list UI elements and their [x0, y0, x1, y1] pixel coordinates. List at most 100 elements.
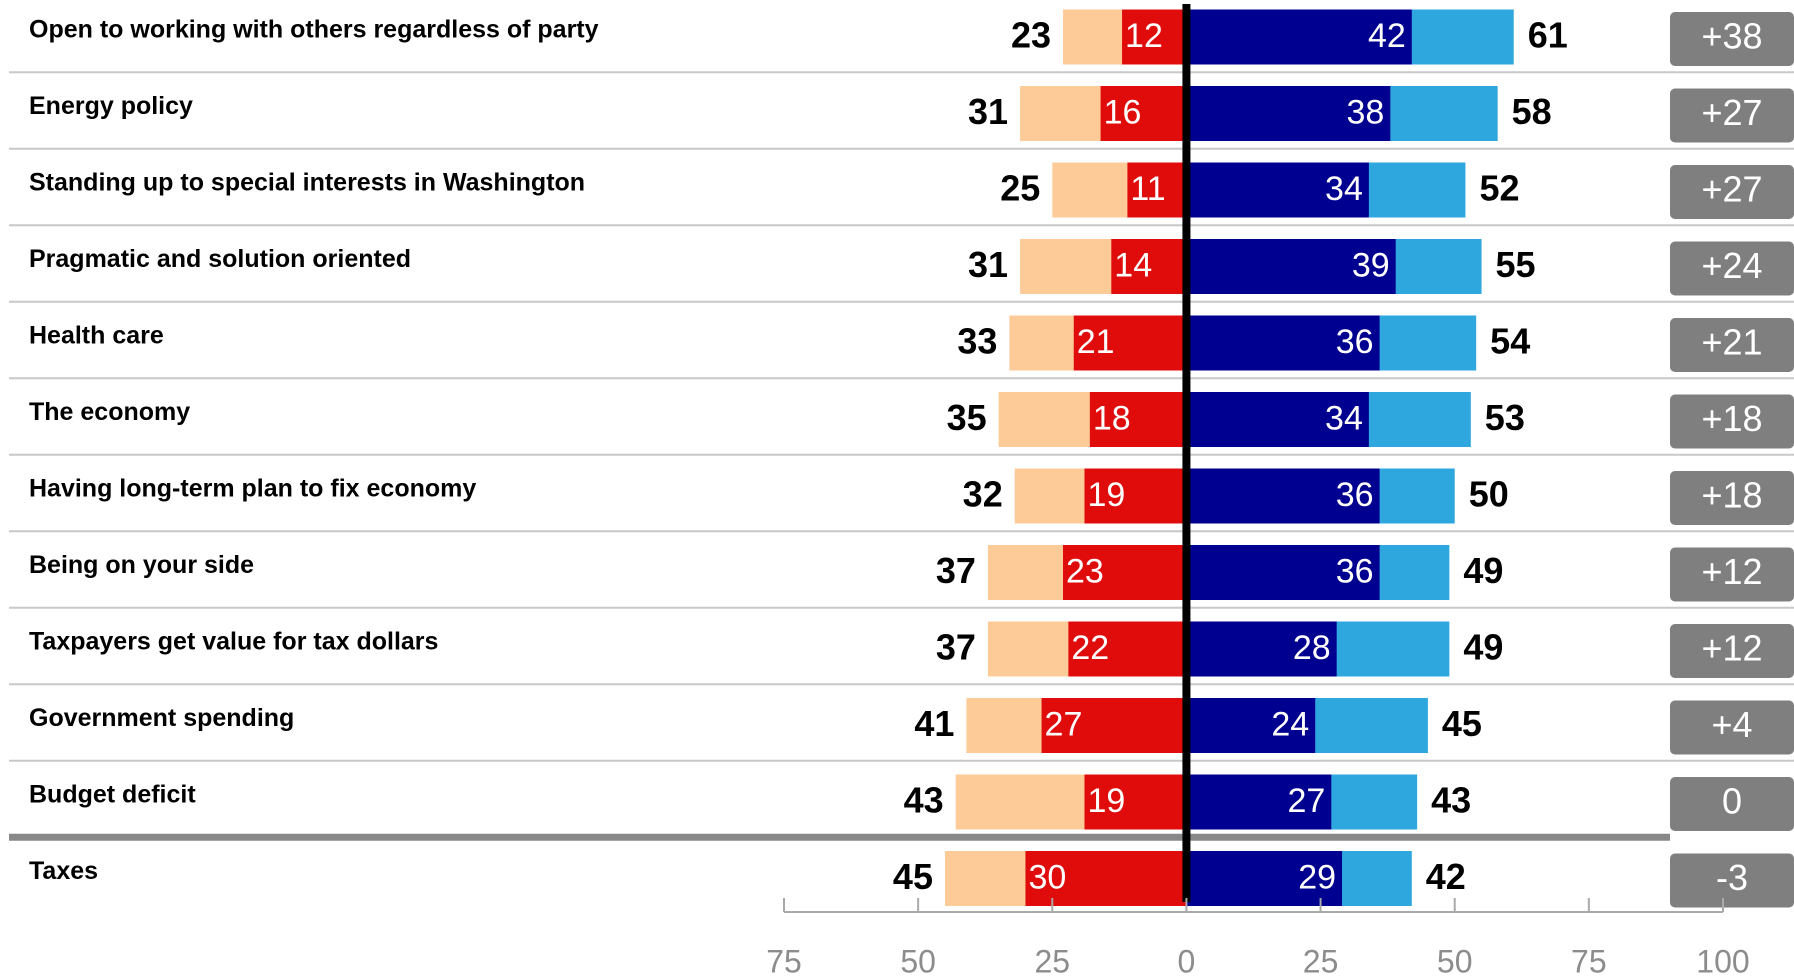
segment-label: 38	[1346, 93, 1384, 131]
segment-label: 36	[1336, 323, 1374, 361]
segment-label: 11	[1130, 170, 1165, 208]
net-box	[1670, 165, 1794, 219]
x-tick-label: 50	[900, 943, 936, 979]
bar	[1186, 9, 1412, 65]
total-label: 45	[893, 856, 933, 897]
segment-label: 18	[1093, 399, 1131, 437]
total-label: 45	[1442, 703, 1482, 744]
bar	[1186, 621, 1337, 677]
segment-label: 19	[1087, 782, 1125, 820]
total-label: 37	[936, 550, 976, 591]
total-label: 61	[1528, 15, 1568, 56]
category-label: Health care	[29, 322, 164, 350]
net-label: -3	[1716, 857, 1748, 898]
segment-label: 14	[1114, 246, 1152, 284]
bar	[1025, 851, 1187, 906]
segment-label: 42	[1368, 17, 1406, 55]
net-box	[1670, 853, 1794, 908]
net-box	[1670, 318, 1794, 372]
net-label: +4	[1711, 704, 1752, 745]
x-tick-label: 75	[1571, 943, 1607, 979]
bar	[1100, 86, 1187, 141]
net-label: +27	[1701, 92, 1762, 133]
x-tick-label: 0	[1178, 943, 1196, 979]
bar	[1186, 86, 1391, 141]
segment-label: 36	[1336, 476, 1374, 514]
bar	[1186, 392, 1369, 447]
total-label: 35	[947, 397, 987, 438]
net-label: +18	[1701, 475, 1762, 516]
total-label: 58	[1512, 91, 1552, 132]
net-box	[1670, 547, 1794, 602]
net-label: +27	[1701, 169, 1762, 210]
category-label: Open to working with others regardless o…	[29, 16, 599, 44]
bar	[1084, 468, 1187, 524]
category-label: Having long-term plan to fix economy	[29, 475, 476, 503]
total-label: 37	[936, 627, 976, 668]
category-label: Pragmatic and solution oriented	[29, 245, 411, 273]
x-tick-label: 25	[1034, 943, 1070, 979]
segment-label: 39	[1352, 246, 1390, 284]
total-label: 55	[1496, 244, 1536, 285]
total-label: 33	[957, 321, 997, 362]
bar	[1127, 162, 1187, 218]
segment-label: 27	[1045, 705, 1083, 743]
total-label: 31	[968, 91, 1008, 132]
bar	[1186, 698, 1316, 753]
total-label: 50	[1469, 474, 1509, 515]
bar	[1186, 239, 1396, 294]
segment-label: 22	[1071, 629, 1109, 667]
net-box	[1670, 777, 1794, 831]
total-label: 54	[1490, 321, 1530, 362]
net-label: +21	[1701, 322, 1762, 363]
category-label: Government spending	[29, 704, 294, 732]
bar	[1041, 698, 1187, 753]
segment-label: 12	[1125, 17, 1163, 55]
bar	[1186, 774, 1332, 830]
total-label: 23	[1011, 15, 1051, 56]
bar	[1073, 315, 1187, 371]
net-box	[1670, 88, 1794, 143]
bar	[1084, 774, 1187, 830]
x-tick-label: 25	[1303, 943, 1339, 979]
segment-label: 24	[1271, 705, 1309, 743]
category-label: Budget deficit	[29, 781, 196, 809]
category-label: Energy policy	[29, 92, 193, 120]
x-tick-label: 75	[766, 943, 802, 979]
net-box	[1670, 700, 1794, 755]
net-box	[1670, 624, 1794, 678]
bar	[1186, 851, 1343, 906]
category-label: Taxes	[29, 857, 98, 885]
net-label: +24	[1701, 245, 1762, 286]
net-label: +12	[1701, 628, 1762, 669]
net-label: 0	[1722, 781, 1742, 822]
bar	[1186, 545, 1380, 600]
bar	[1186, 315, 1380, 371]
bar	[1111, 239, 1187, 294]
total-label: 43	[904, 780, 944, 821]
bar	[1068, 621, 1187, 677]
net-box	[1670, 241, 1794, 296]
bar	[1122, 9, 1187, 65]
total-label: 52	[1479, 168, 1519, 209]
total-label: 41	[914, 703, 954, 744]
total-label: 25	[1000, 168, 1040, 209]
bar	[1063, 545, 1187, 600]
bar	[1089, 392, 1187, 447]
segment-label: 16	[1104, 93, 1142, 131]
category-label: Being on your side	[29, 551, 254, 579]
segment-label: 34	[1325, 399, 1363, 437]
total-label: 53	[1485, 397, 1525, 438]
total-label: 31	[968, 244, 1008, 285]
category-label: The economy	[29, 398, 190, 426]
segment-label: 28	[1293, 629, 1331, 667]
bar	[1186, 468, 1380, 524]
net-box	[1670, 12, 1794, 66]
segment-label: 23	[1066, 552, 1104, 590]
segment-label: 30	[1028, 858, 1066, 896]
net-box	[1670, 394, 1794, 449]
bar	[1186, 162, 1369, 218]
segment-label: 29	[1298, 858, 1336, 896]
net-label: +18	[1701, 398, 1762, 439]
